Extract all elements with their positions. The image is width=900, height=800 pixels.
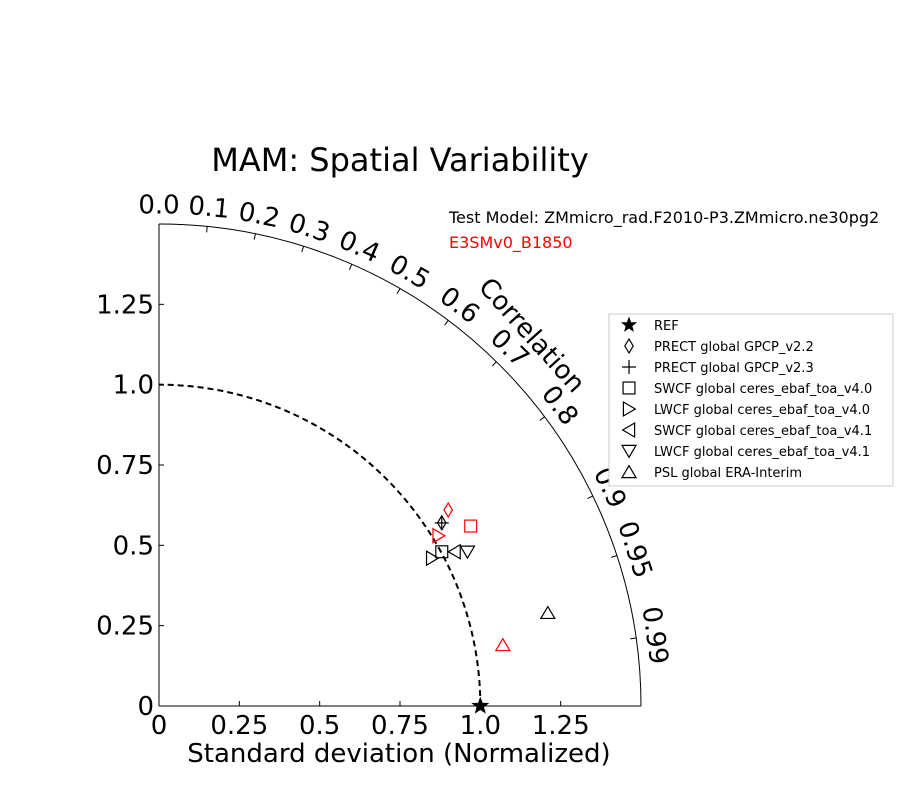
- correlation-tick: [206, 226, 208, 233]
- triangle-down-marker: [620, 444, 638, 459]
- legend-entry-label: SWCF global ceres_ebaf_toa_v4.1: [654, 424, 872, 439]
- plus-marker: [434, 515, 449, 530]
- correlation-tick: [491, 361, 497, 367]
- star-marker: [471, 696, 490, 714]
- correlation-label: Correlation: [472, 272, 590, 399]
- x-tick-label: 0.5: [299, 711, 340, 741]
- x-axis-label: Standard deviation (Normalized): [187, 739, 610, 769]
- triangle-up-marker: [620, 464, 638, 479]
- y-tick-label: 0.25: [96, 612, 154, 642]
- correlation-tick-label: 0.99: [636, 605, 674, 667]
- legend-box: [608, 313, 894, 487]
- x-tick-label: 0.75: [371, 711, 429, 741]
- x-tick-label: 1.0: [460, 711, 501, 741]
- y-tick-label: 1.0: [113, 371, 154, 401]
- x-tick-label: 0.25: [210, 711, 268, 741]
- legend-entry-label: PRECT global GPCP_v2.2: [654, 340, 814, 355]
- legend-entry-label: REF: [654, 319, 679, 334]
- reference-model-label: E3SMv0_B1850: [449, 233, 573, 253]
- correlation-tick: [253, 233, 256, 240]
- correlation-tick-label: 0.2: [236, 197, 283, 235]
- data-points: [425, 501, 556, 714]
- y-tick-label: 0: [137, 692, 154, 722]
- correlation-tick-label: 0.95: [611, 518, 658, 582]
- correlation-tick: [539, 416, 545, 421]
- triangle-right-marker: [432, 527, 447, 544]
- triangle-left-marker: [447, 543, 461, 560]
- diamond-marker: [443, 501, 454, 519]
- square-marker: [622, 381, 636, 395]
- legend: REF PRECT global GPCP_v2.2 PRECT global GP…: [608, 313, 894, 487]
- correlation-tick-label: 0.1: [187, 191, 231, 225]
- legend-entry-label: PSL global ERA-Interim: [654, 466, 802, 481]
- legend-entry-label: PRECT global GPCP_v2.3: [654, 361, 814, 376]
- correlation-tick-label: 0.5: [384, 249, 435, 296]
- correlation-tick: [444, 320, 449, 326]
- test-model-label: Test Model: ZMmicro_rad.F2010-P3.ZMmicro…: [448, 208, 879, 228]
- correlation-tick: [587, 495, 594, 499]
- correlation-tick: [611, 555, 618, 558]
- triangle-up-marker: [494, 637, 511, 652]
- y-tick-label: 0.5: [113, 531, 154, 561]
- triangle-right-marker: [425, 550, 440, 567]
- x-tick-label: 0: [151, 711, 168, 741]
- y-tick-label: 0.75: [96, 451, 154, 481]
- correlation-tick: [396, 288, 401, 295]
- plus-marker: [622, 360, 636, 374]
- triangle-down-marker: [459, 545, 476, 560]
- chart-title: MAM: Spatial Variability: [211, 141, 589, 179]
- outer-arc: [158, 223, 642, 707]
- triangle-up-marker: [539, 605, 556, 620]
- tick-layer: 00 0.25 0.25 0.5 0.5 0.75 0.75 1.0 1.0 1.25 1.25 0.…: [96, 191, 673, 742]
- triangle-right-marker: [622, 400, 637, 418]
- triangle-left-marker: [621, 421, 636, 439]
- reference-std-arc: [158, 383, 482, 707]
- correlation-tick-label: 0.4: [334, 225, 384, 269]
- correlation-tick-label: 0.0: [138, 191, 179, 221]
- legend-entry-label: SWCF global ceres_ebaf_toa_v4.0: [654, 382, 872, 397]
- square-marker: [464, 519, 478, 533]
- correlation-tick: [301, 246, 305, 253]
- star-marker: [620, 316, 638, 332]
- diamond-marker: [624, 337, 634, 355]
- y-tick-label: 1.25: [96, 290, 154, 320]
- correlation-tick: [348, 264, 353, 270]
- correlation-tick: [630, 637, 637, 640]
- legend-entry-label: LWCF global ceres_ebaf_toa_v4.0: [654, 403, 870, 418]
- grid-layer: [158, 223, 642, 707]
- legend-entry-label: LWCF global ceres_ebaf_toa_v4.1: [654, 445, 870, 460]
- x-tick-label: 1.25: [532, 711, 590, 741]
